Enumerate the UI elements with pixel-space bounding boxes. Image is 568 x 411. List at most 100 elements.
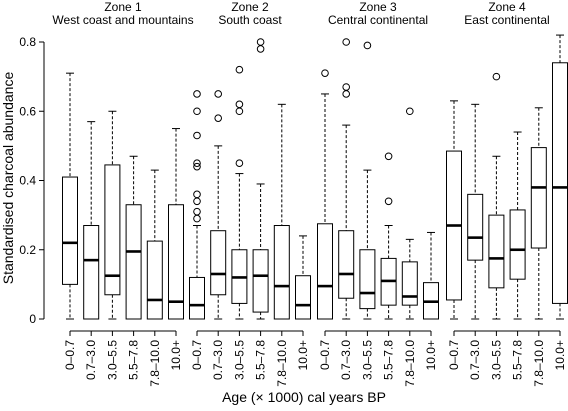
outlier-point: [406, 107, 414, 116]
box: [380, 152, 397, 320]
iqr-box: [83, 225, 100, 320]
zone-region: South coast: [218, 13, 282, 27]
box: [168, 128, 184, 320]
box: [446, 100, 462, 320]
box: [104, 110, 121, 320]
outlier-point: [342, 38, 351, 46]
box: [359, 41, 376, 320]
box: [401, 107, 418, 320]
x-tick-label: 0–0.7: [63, 340, 77, 370]
box: [189, 90, 205, 320]
box: [488, 72, 505, 320]
outlier-point: [384, 152, 393, 161]
x-tick-label: 3.0–5.5: [232, 340, 246, 380]
x-tick-label: 7.8–10.0: [275, 340, 289, 387]
zone-region: West coast and mountains: [52, 13, 193, 27]
box: [83, 121, 100, 320]
outlier-point: [321, 69, 329, 77]
x-tick-label: 0.7–3.0: [468, 340, 482, 380]
zone-region: East continental: [464, 13, 549, 27]
y-tick-label: 0: [29, 312, 36, 326]
x-tick-label: 0.7–3.0: [84, 340, 98, 380]
y-tick-label: 0.4: [19, 174, 36, 188]
y-tick-label: 0.8: [19, 35, 36, 49]
iqr-box: [168, 204, 184, 320]
x-tick-label: 5.5–7.8: [382, 340, 396, 380]
iqr-box: [530, 147, 547, 249]
box: [210, 90, 227, 320]
x-tick-label: 0–0.7: [318, 340, 332, 370]
y-axis: 0 0.2 0.4 0.6 0.8: [19, 35, 45, 326]
box: [467, 103, 484, 320]
zone-title: Zone 1: [104, 0, 142, 14]
outlier-point: [193, 207, 201, 216]
box: [252, 38, 269, 320]
outlier-point: [214, 114, 222, 122]
outlier-point: [193, 90, 201, 98]
x-tick-label: 0–0.7: [447, 340, 461, 370]
outlier-point: [235, 159, 244, 167]
outlier-point: [193, 107, 201, 116]
outlier-point: [235, 107, 244, 116]
iqr-box: [488, 214, 505, 289]
outlier-point: [235, 100, 244, 109]
iqr-box: [125, 204, 142, 320]
iqr-box: [295, 275, 311, 320]
x-tick-label: 5.5–7.8: [127, 340, 141, 380]
outlier-point: [193, 131, 201, 140]
box: [273, 103, 290, 320]
iqr-box: [359, 249, 376, 310]
zone-region: Central continental: [328, 13, 428, 27]
outlier-point: [193, 197, 201, 206]
box: [552, 34, 568, 320]
box: [423, 231, 439, 320]
outlier-point: [193, 159, 201, 167]
x-tick-label: 5.5–7.8: [254, 340, 268, 380]
iqr-box: [552, 62, 568, 304]
outlier-point: [256, 45, 265, 53]
x-tick-label: 0–0.7: [190, 340, 204, 370]
iqr-box: [146, 240, 163, 320]
outlier-point: [492, 72, 501, 81]
x-tick-label: 5.5–7.8: [511, 340, 525, 380]
iqr-box: [401, 261, 418, 306]
outlier-point: [214, 90, 222, 98]
iqr-box: [210, 230, 227, 296]
outlier-point: [256, 38, 265, 46]
x-tick-label: 0.7–3.0: [211, 340, 225, 380]
box: [146, 169, 163, 320]
y-axis-label: Standardised charcoal abundance: [0, 72, 16, 285]
iqr-box: [338, 230, 355, 299]
outlier-point: [193, 190, 201, 199]
box: [338, 38, 355, 320]
box: [295, 235, 311, 320]
outlier-point: [363, 41, 372, 50]
iqr-box: [509, 209, 526, 280]
iqr-box: [189, 276, 205, 320]
x-tick-label: 10.0+: [296, 340, 310, 370]
outlier-point: [342, 83, 351, 91]
x-tick-label: 7.8–10.0: [403, 340, 417, 387]
x-tick-label: 3.0–5.5: [105, 340, 119, 380]
x-axis-label: Age (× 1000) cal years BP: [222, 389, 386, 405]
box: [62, 72, 78, 320]
outlier-point: [235, 65, 244, 74]
x-tick-label: 0.7–3.0: [339, 340, 353, 380]
iqr-box: [317, 223, 333, 320]
outlier-point: [193, 162, 201, 171]
x-tick-label: 7.8–10.0: [148, 340, 162, 387]
box: [509, 131, 526, 320]
zone-title: Zone 4: [488, 0, 526, 14]
x-tick-label: 10.0+: [169, 340, 183, 370]
x-tick-label: 10.0+: [553, 340, 567, 370]
zone-title: Zone 3: [359, 0, 397, 14]
outlier-point: [342, 90, 351, 98]
box: [231, 65, 248, 320]
x-tick-label: 7.8–10.0: [532, 340, 546, 387]
x-tick-label: 3.0–5.5: [360, 340, 374, 380]
